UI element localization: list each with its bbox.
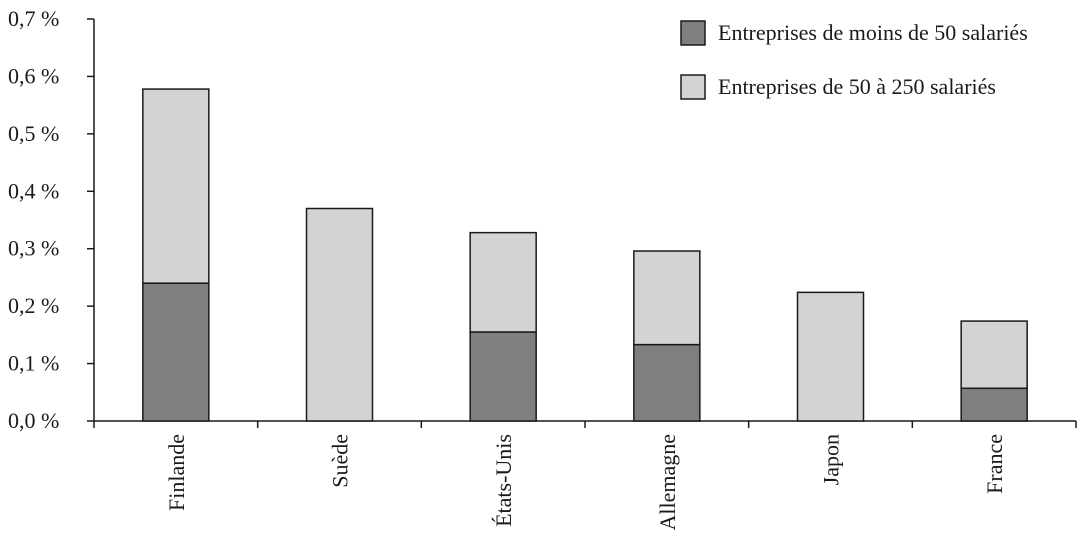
- legend-swatch: [680, 20, 706, 46]
- legend-swatch: [680, 74, 706, 100]
- bars: [142, 88, 1028, 422]
- y-tick-label: 0,5 %: [8, 121, 59, 146]
- x-category-label: Japon: [819, 434, 844, 485]
- bar-segment-series-0: [960, 387, 1028, 422]
- x-axis: Finlande Suède États-Unis Allemagne Japon Fra…: [93, 420, 1077, 531]
- y-tick-label: 0,3 %: [8, 236, 59, 261]
- bar-segment-series-1: [796, 291, 865, 422]
- bar-segment-series-0: [142, 282, 210, 422]
- y-tick-label: 0,6 %: [8, 63, 59, 88]
- bar-segment-series-1: [633, 250, 701, 346]
- y-tick-label: 0,2 %: [8, 293, 59, 318]
- bar-segment-series-0: [469, 331, 537, 422]
- x-category-label: États-Unis: [491, 434, 516, 527]
- legend-label: Entreprises de 50 à 250 salariés: [718, 74, 996, 99]
- y-tick-label: 0,4 %: [8, 178, 59, 203]
- bar-segment-series-1: [960, 320, 1028, 390]
- x-category-label: Suède: [328, 434, 353, 488]
- y-axis: 0,0 % 0,1 % 0,2 % 0,3 % 0,4 % 0,5 % 0,6 % 0,7 %: [8, 6, 95, 433]
- x-category-label: Finlande: [164, 434, 189, 511]
- bar-segment-series-1: [469, 231, 537, 333]
- legend: Entreprises de moins de 50 salariés Entre…: [680, 20, 1028, 100]
- x-category-label: France: [982, 434, 1007, 494]
- bar-segment-series-0: [633, 343, 701, 422]
- y-tick-label: 0,7 %: [8, 6, 59, 31]
- x-category-label: Allemagne: [655, 434, 680, 531]
- y-tick-label: 0,1 %: [8, 351, 59, 376]
- bar-segment-series-1: [142, 88, 210, 284]
- legend-label: Entreprises de moins de 50 salariés: [718, 20, 1028, 45]
- y-tick-label: 0,0 %: [8, 408, 59, 433]
- bar-segment-series-1: [305, 207, 374, 422]
